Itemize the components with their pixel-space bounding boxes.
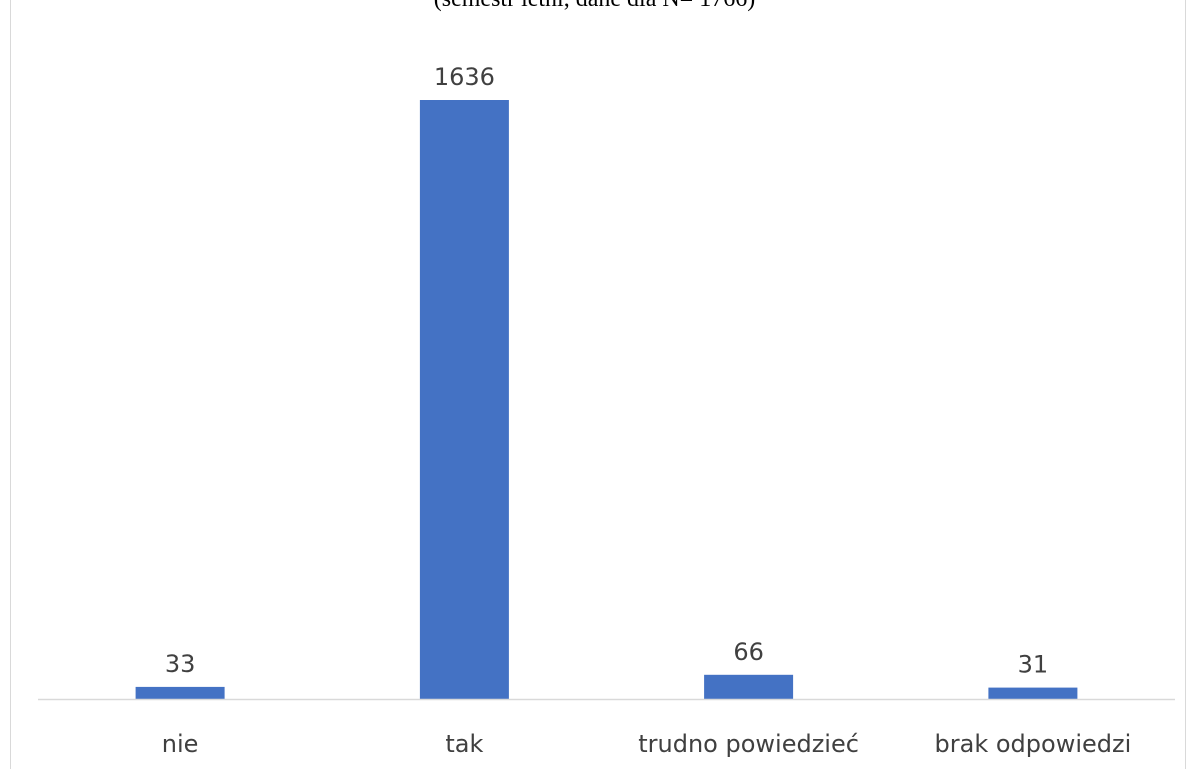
data-label: 31 [1018,651,1049,679]
category-label: nie [162,730,199,758]
category-label: trudno powiedzieć [638,730,859,758]
bar-trudno-powiedzieć [704,674,794,699]
bar-brak-odpowiedzi [988,687,1078,699]
bar-tak [419,100,509,699]
bar-nie [135,686,225,699]
data-label: 1636 [434,63,495,91]
data-label: 33 [165,650,196,678]
category-label: tak [445,730,483,758]
category-label: brak odpowiedzi [935,730,1132,758]
chart-frame [10,0,1186,769]
chart-title: (semestr letni, dane dla N= 1766) [0,0,1189,13]
data-label: 66 [733,638,764,666]
